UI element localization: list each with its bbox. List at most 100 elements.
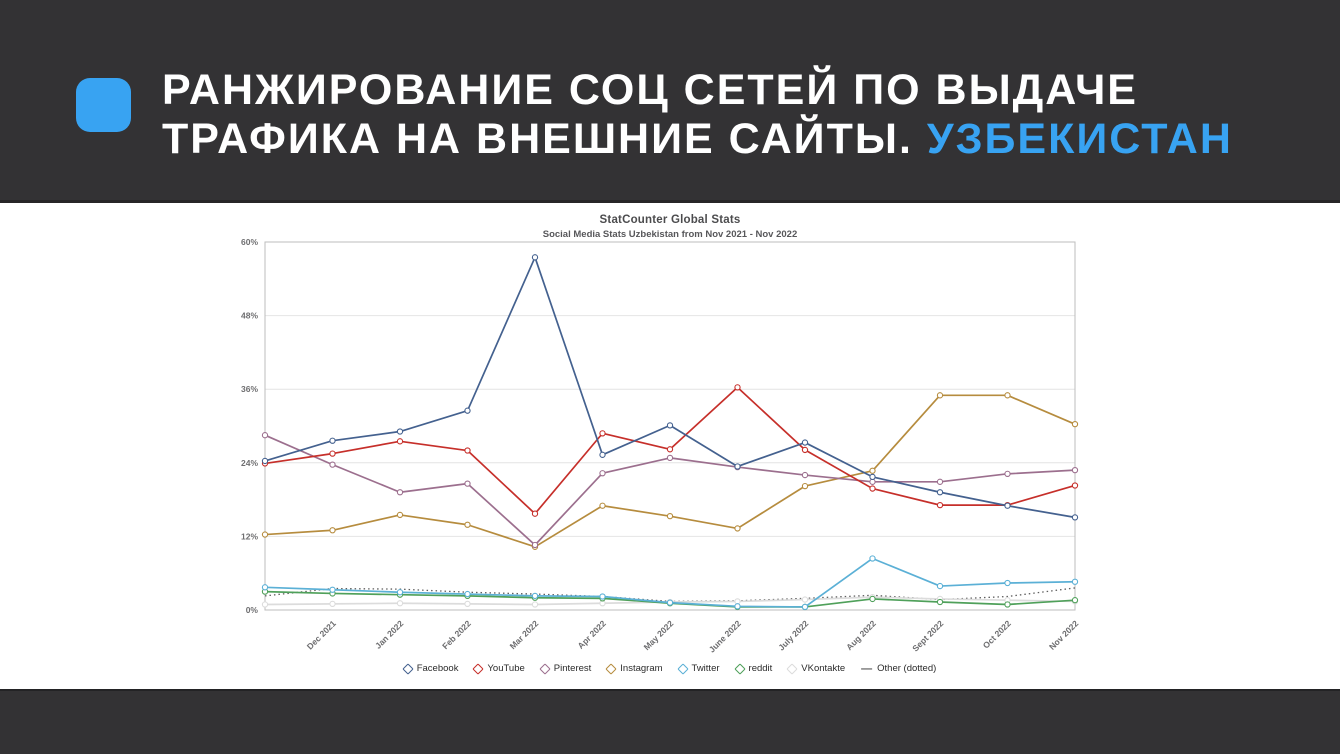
legend-diamond-icon xyxy=(605,662,617,675)
legend-label: VKontakte xyxy=(801,663,846,674)
data-point-pinterest xyxy=(464,480,471,487)
legend-label: Other (dotted) xyxy=(877,663,937,674)
x-tick-label: Oct 2022 xyxy=(981,618,1013,650)
data-point-youtube xyxy=(531,510,539,517)
x-tick-label: Aug 2022 xyxy=(844,618,878,652)
data-point-instagram xyxy=(936,392,944,399)
data-point-twitter xyxy=(599,593,606,600)
data-point-pinterest xyxy=(261,432,269,439)
legend-dash-icon: — xyxy=(861,662,873,675)
data-point-youtube xyxy=(396,438,404,445)
legend-diamond-icon xyxy=(402,662,414,675)
data-point-youtube xyxy=(1071,482,1079,489)
data-point-instagram xyxy=(666,513,674,520)
data-point-vkontakte xyxy=(531,601,539,608)
data-point-twitter xyxy=(396,589,404,596)
data-point-vkontakte xyxy=(801,596,809,603)
legend-item-pinterest: Pinterest xyxy=(539,662,592,675)
data-point-facebook xyxy=(1071,514,1079,521)
data-point-reddit xyxy=(1071,597,1079,604)
data-point-twitter xyxy=(869,555,876,562)
chart-legend: Facebook YouTube Pinterest Instagram Twitter… xyxy=(0,662,1340,675)
title-line-2: ТРАФИКА НА ВНЕШНИЕ САЙТЫ. xyxy=(162,115,927,163)
legend-label: Twitter xyxy=(691,663,720,674)
data-point-instagram xyxy=(869,467,876,474)
x-tick-label: Mar 2022 xyxy=(508,618,541,651)
y-tick-label: 0% xyxy=(246,605,259,615)
data-point-instagram xyxy=(261,531,269,538)
legend-item-youtube: YouTube xyxy=(472,662,525,675)
legend-label: YouTube xyxy=(487,663,525,674)
legend-item-instagram: Instagram xyxy=(605,662,663,675)
data-point-instagram xyxy=(464,521,471,528)
x-tick-label: Dec 2021 xyxy=(305,618,338,651)
data-point-pinterest xyxy=(1071,467,1079,474)
data-point-pinterest xyxy=(936,478,944,485)
data-point-facebook xyxy=(396,428,404,435)
chart-title: StatCounter Global Stats xyxy=(599,214,741,226)
data-point-vkontakte xyxy=(261,601,269,608)
data-point-youtube xyxy=(869,485,876,492)
data-point-youtube xyxy=(801,446,809,454)
data-point-instagram xyxy=(734,525,741,532)
slide-footer xyxy=(0,689,1340,754)
data-point-instagram xyxy=(1004,392,1011,399)
chart-subtitle: Social Media Stats Uzbekistan from Nov 2… xyxy=(542,229,798,240)
data-point-pinterest xyxy=(1004,470,1011,477)
data-point-youtube xyxy=(329,450,336,457)
x-tick-label: Sept 2022 xyxy=(910,618,945,653)
legend-diamond-icon xyxy=(733,662,746,675)
data-point-facebook xyxy=(329,437,336,444)
data-point-facebook xyxy=(531,254,539,261)
data-point-facebook xyxy=(801,439,809,446)
legend-diamond-icon xyxy=(786,662,798,675)
data-point-instagram xyxy=(329,527,336,534)
x-tick-label: Jan 2022 xyxy=(373,618,406,651)
legend-item-twitter: Twitter xyxy=(676,662,720,675)
data-point-pinterest xyxy=(801,471,809,479)
data-point-twitter xyxy=(1004,579,1011,587)
x-tick-label: Nov 2022 xyxy=(1047,618,1081,652)
data-point-vkontakte xyxy=(396,600,404,607)
data-point-reddit xyxy=(936,598,944,606)
y-tick-label: 48% xyxy=(241,311,258,321)
data-point-vkontakte xyxy=(329,600,336,608)
x-tick-label: Apr 2022 xyxy=(575,618,608,651)
data-point-pinterest xyxy=(531,541,539,549)
legend-item-other-dotted-: — Other (dotted) xyxy=(861,663,936,674)
legend-diamond-icon xyxy=(472,662,485,675)
legend-label: Pinterest xyxy=(553,663,592,674)
legend-item-vkontakte: VKontakte xyxy=(786,662,846,675)
x-tick-label: June 2022 xyxy=(707,618,743,654)
data-point-facebook xyxy=(936,489,944,496)
legend-label: Facebook xyxy=(416,663,459,674)
y-tick-label: 36% xyxy=(241,384,258,394)
series-line-instagram xyxy=(264,394,1076,548)
x-tick-label: May 2022 xyxy=(642,618,676,652)
title-line-1: РАНЖИРОВАНИЕ СОЦ СЕТЕЙ ПО ВЫДАЧЕ xyxy=(162,66,1138,114)
x-tick-label: July 2022 xyxy=(776,618,810,652)
y-tick-label: 12% xyxy=(241,531,258,541)
data-point-twitter xyxy=(464,590,471,598)
data-point-reddit xyxy=(1004,601,1011,608)
y-tick-label: 60% xyxy=(241,237,258,247)
data-point-youtube xyxy=(464,447,471,454)
data-point-instagram xyxy=(599,502,606,509)
y-tick-label: 24% xyxy=(241,458,258,468)
data-point-facebook xyxy=(734,463,741,470)
slide-header: РАНЖИРОВАНИЕ СОЦ СЕТЕЙ ПО ВЫДАЧЕ ТРАФИКА… xyxy=(0,0,1340,203)
legend-diamond-icon xyxy=(539,662,551,675)
line-chart: 0% 12% 24% 36% 48% 60% Dec 2021 Jan 2022 Feb 202… xyxy=(241,237,1081,654)
legend-item-reddit: reddit xyxy=(733,662,772,675)
data-point-twitter xyxy=(801,603,809,611)
data-point-youtube xyxy=(734,384,741,391)
data-point-instagram xyxy=(801,482,809,490)
data-point-vkontakte xyxy=(464,600,471,608)
accent-square-icon xyxy=(76,78,131,132)
data-point-youtube xyxy=(936,501,944,509)
data-point-facebook xyxy=(1004,502,1011,509)
x-tick-label: Feb 2022 xyxy=(440,618,473,651)
data-point-reddit xyxy=(869,595,876,603)
data-point-twitter xyxy=(1071,578,1079,585)
